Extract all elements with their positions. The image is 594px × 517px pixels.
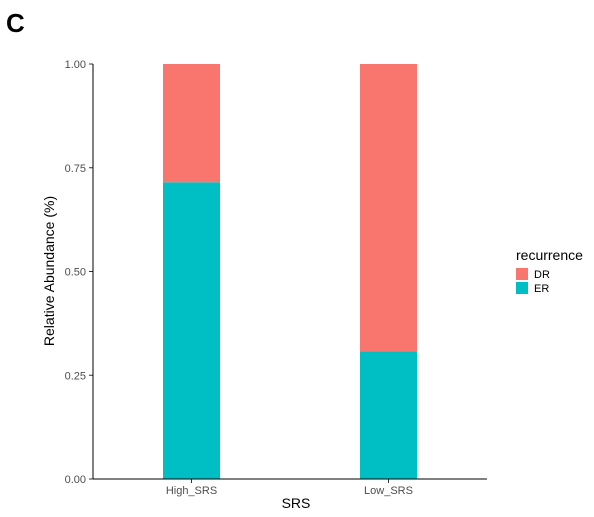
legend-key-DR xyxy=(516,268,528,280)
legend: recurrence DR ER xyxy=(516,247,583,295)
y-axis-ticks: 0.00 0.25 0.50 0.75 1.00 xyxy=(65,59,93,486)
y-tick-label: 0.00 xyxy=(65,474,86,486)
bar-High_SRS-ER xyxy=(163,182,220,479)
legend-label-ER: ER xyxy=(534,283,549,295)
bar-Low_SRS-DR xyxy=(360,64,417,352)
legend-label-DR: DR xyxy=(534,269,550,281)
x-tick-label: High_SRS xyxy=(166,485,217,497)
panel-letter: C xyxy=(6,8,25,38)
y-tick-label: 1.00 xyxy=(65,59,86,71)
plot-area: 0.00 0.25 0.50 0.75 1.00 High_SRS Low_SRS xyxy=(65,59,487,497)
legend-title: recurrence xyxy=(516,247,583,263)
legend-key-ER xyxy=(516,282,528,294)
y-tick-label: 0.25 xyxy=(65,370,86,382)
x-axis-ticks: High_SRS Low_SRS xyxy=(166,479,413,497)
bars-group xyxy=(163,64,417,479)
y-tick-label: 0.75 xyxy=(65,163,86,175)
bar-Low_SRS-ER xyxy=(360,351,417,479)
y-tick-label: 0.50 xyxy=(65,267,86,279)
bar-High_SRS-DR xyxy=(163,64,220,183)
x-tick-label: Low_SRS xyxy=(364,485,413,497)
x-axis-title: SRS xyxy=(282,495,311,511)
y-axis-title: Relative Abundance (%) xyxy=(41,196,57,346)
